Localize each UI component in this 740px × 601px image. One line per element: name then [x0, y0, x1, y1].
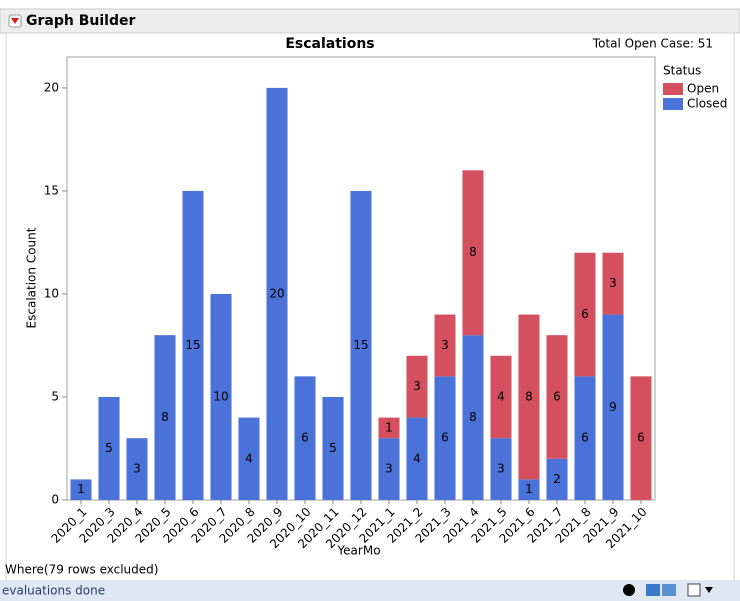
value-label: 3 [133, 462, 141, 476]
value-label: 3 [441, 338, 449, 352]
bar [574, 376, 596, 500]
y-tick-label: 5 [51, 389, 59, 403]
value-label: 3 [385, 462, 393, 476]
value-label: 9 [609, 400, 617, 414]
bar [238, 417, 260, 500]
value-label: 3 [497, 462, 505, 476]
value-label: 1 [385, 420, 393, 434]
y-tick-label: 15 [44, 183, 59, 197]
home-icon[interactable] [646, 584, 660, 596]
value-label: 5 [105, 441, 113, 455]
value-label: 20 [269, 286, 284, 300]
value-label: 8 [161, 410, 169, 424]
bar [490, 438, 512, 500]
window-title: Graph Builder [26, 13, 135, 29]
value-label: 5 [329, 441, 337, 455]
bar [98, 396, 120, 500]
value-label: 6 [581, 431, 589, 445]
legend-label: Open [687, 82, 719, 96]
value-label: 1 [525, 482, 533, 496]
annotation: Total Open Case: 51 [592, 37, 713, 51]
bar [406, 355, 428, 418]
bar [490, 355, 512, 439]
bar [294, 376, 316, 500]
layout-icon[interactable] [662, 584, 676, 596]
value-label: 10 [213, 389, 228, 403]
bar [434, 314, 456, 377]
bar [574, 252, 596, 377]
value-label: 6 [301, 431, 309, 445]
value-label: 15 [185, 338, 200, 352]
legend-label: Closed [687, 97, 727, 111]
bar [378, 438, 400, 500]
bar [434, 376, 456, 500]
x-axis-title: YearMo [336, 544, 380, 558]
bar [546, 458, 568, 500]
value-label: 6 [581, 307, 589, 321]
status-bar [0, 580, 740, 601]
bar [322, 396, 344, 500]
bar [126, 438, 148, 500]
bar [154, 335, 176, 500]
bar [546, 335, 568, 459]
value-label: 8 [469, 410, 477, 424]
bar [406, 417, 428, 500]
legend-swatch [663, 83, 683, 95]
value-label: 3 [609, 276, 617, 290]
value-label: 6 [553, 389, 561, 403]
value-label: 4 [497, 389, 505, 403]
bar [350, 190, 372, 500]
menu-icon [11, 18, 19, 24]
value-label: 8 [469, 245, 477, 259]
bar [462, 335, 484, 500]
filter-note: Where(79 rows excluded) [5, 563, 158, 577]
header-bar [0, 8, 740, 34]
chart-title: Escalations [285, 36, 374, 52]
legend-title: Status [663, 64, 701, 78]
bar [518, 314, 540, 480]
bar [266, 87, 288, 500]
value-label: 8 [525, 389, 533, 403]
value-label: 2 [553, 472, 561, 486]
value-label: 3 [413, 379, 421, 393]
value-label: 4 [413, 451, 421, 465]
dropdown-icon[interactable] [705, 587, 713, 593]
bar [602, 252, 624, 315]
bar [70, 479, 92, 500]
value-label: 6 [441, 431, 449, 445]
bar [182, 190, 204, 500]
bar [378, 417, 400, 439]
checkbox[interactable] [687, 583, 701, 597]
value-label: 15 [353, 338, 368, 352]
value-label: 6 [637, 431, 645, 445]
bar [462, 170, 484, 336]
status-text: evaluations done [2, 584, 105, 598]
bar [518, 479, 540, 500]
value-label: 1 [77, 482, 85, 496]
y-tick-label: 0 [51, 493, 59, 507]
y-tick-label: 20 [44, 80, 59, 94]
bar [210, 293, 232, 500]
value-label: 4 [245, 451, 253, 465]
y-axis-title: Escalation Count [25, 227, 39, 328]
y-tick-label: 10 [44, 286, 59, 300]
bar [630, 376, 652, 500]
bar [602, 314, 624, 500]
legend-swatch [663, 98, 683, 110]
info-icon[interactable] [623, 584, 635, 596]
